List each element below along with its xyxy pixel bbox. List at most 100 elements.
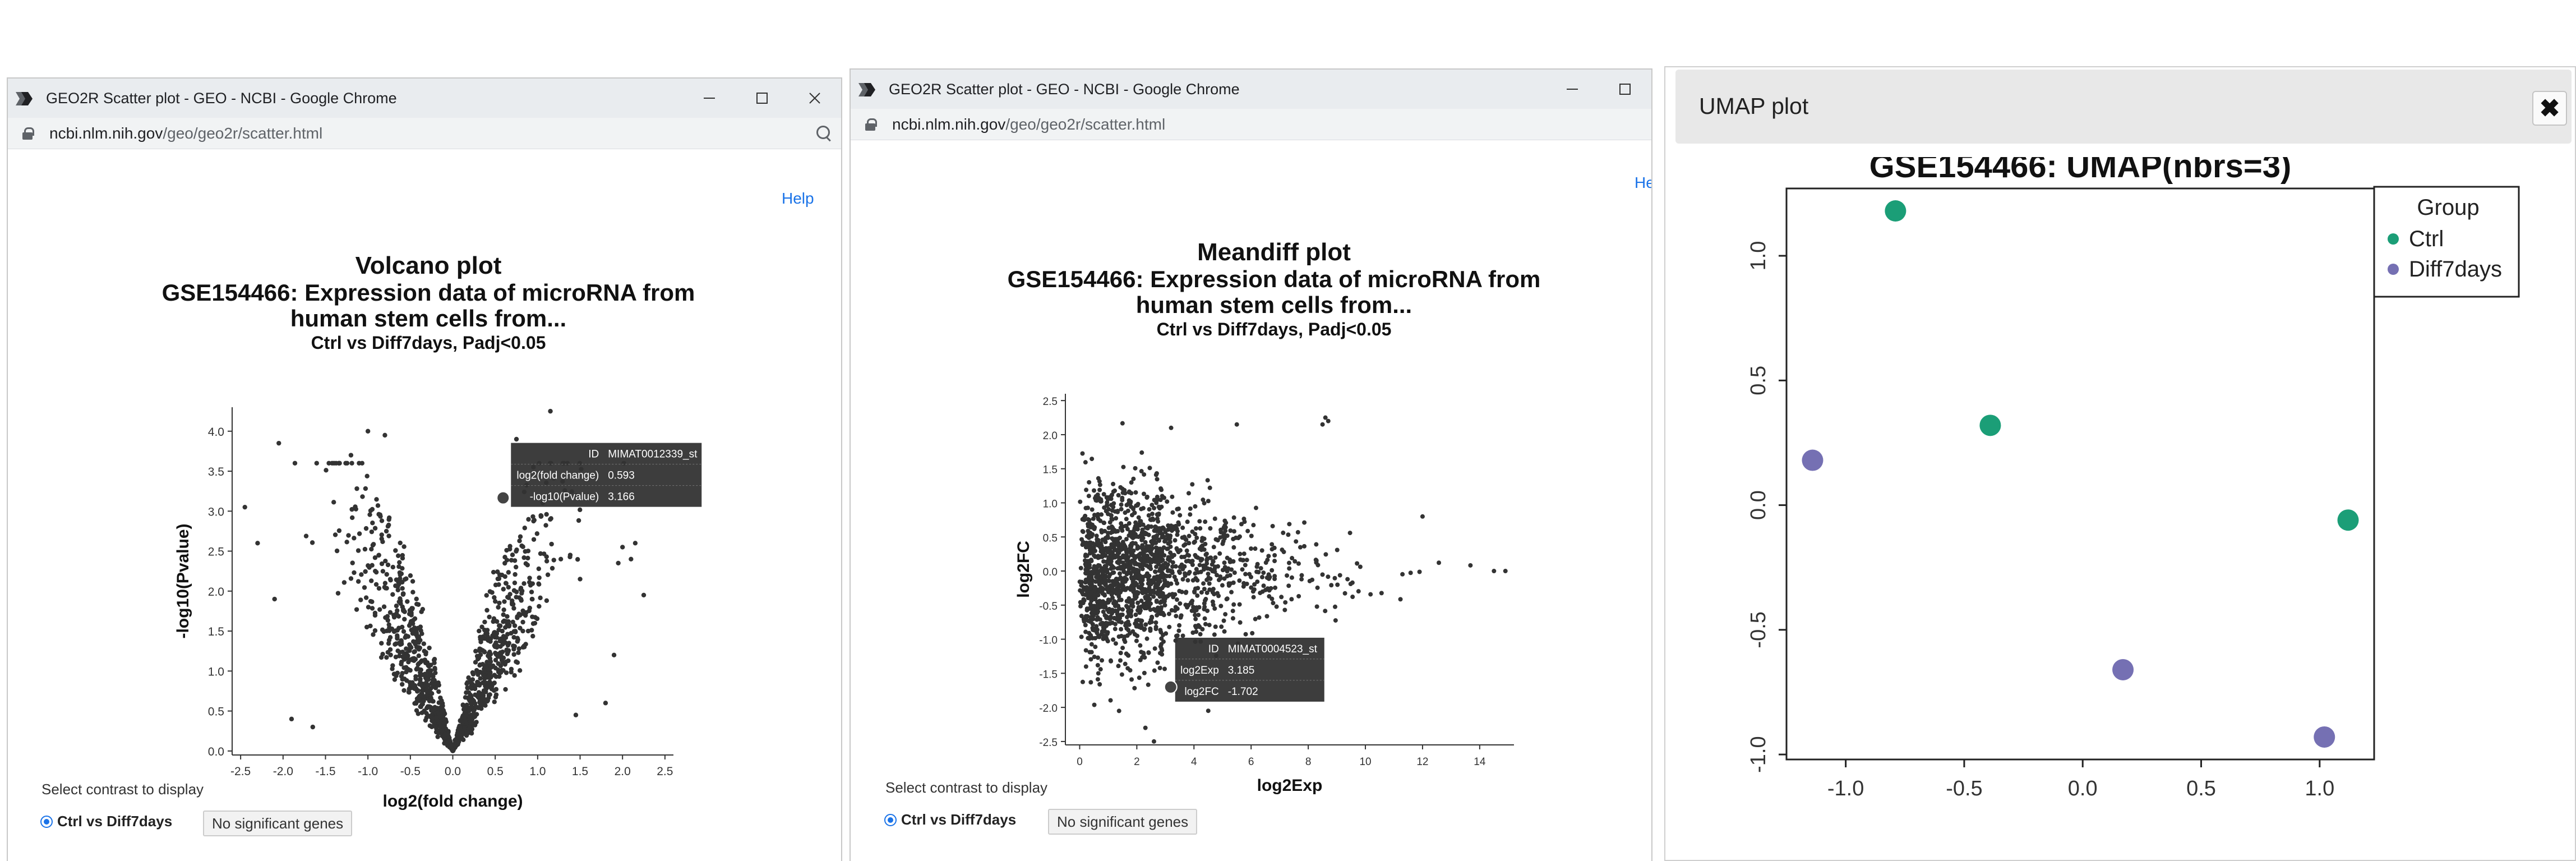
data-point	[1133, 612, 1138, 617]
data-point	[1158, 530, 1163, 535]
data-point	[377, 607, 382, 612]
data-point	[1124, 517, 1129, 522]
legend-box	[2373, 186, 2520, 298]
no-significant-genes-button[interactable]: No significant genes	[203, 811, 353, 836]
data-point	[408, 619, 414, 624]
data-point	[1153, 620, 1158, 625]
data-point	[505, 595, 510, 600]
contrast-radio-ctrl-vs-diff7days[interactable]: Ctrl vs Diff7days	[884, 811, 1016, 828]
highlighted-point	[1164, 680, 1178, 694]
data-point	[1164, 565, 1169, 570]
data-point	[507, 544, 513, 549]
data-point	[1287, 566, 1292, 571]
data-point	[1094, 533, 1099, 538]
no-significant-genes-button[interactable]: No significant genes	[1048, 809, 1198, 835]
x-tick-label: 2.5	[657, 765, 673, 778]
url-text[interactable]: ncbi.nlm.nih.gov/geo/geo2r/scatter.html	[49, 125, 322, 142]
address-bar[interactable]: ncbi.nlm.nih.gov/geo/geo2r/scatter.html	[851, 109, 1651, 140]
data-point	[467, 715, 473, 721]
data-point	[439, 698, 444, 703]
data-point	[1197, 563, 1202, 568]
data-point	[1083, 513, 1088, 518]
maximize-button[interactable]	[736, 79, 788, 118]
data-point	[368, 598, 373, 604]
tooltip-key: log2(fold change)	[516, 470, 599, 482]
data-point	[1267, 594, 1272, 599]
data-point	[1203, 552, 1208, 557]
data-point	[408, 657, 413, 662]
data-point	[1106, 526, 1111, 531]
data-point	[1203, 519, 1208, 524]
data-point	[353, 504, 358, 509]
data-point	[495, 569, 500, 574]
data-point	[477, 628, 482, 634]
zoom-icon[interactable]	[815, 125, 833, 142]
data-point	[410, 684, 416, 689]
data-point	[1281, 530, 1286, 535]
data-point	[520, 628, 525, 634]
data-point	[1097, 598, 1102, 604]
data-point	[575, 557, 580, 562]
data-point	[1417, 569, 1422, 574]
y-tick-label: 1.5	[208, 625, 224, 638]
data-point	[1143, 573, 1148, 578]
data-point	[401, 608, 406, 614]
data-point	[390, 592, 395, 597]
data-point	[1203, 621, 1208, 627]
data-point	[469, 686, 474, 691]
url-text[interactable]: ncbi.nlm.nih.gov/geo/geo2r/scatter.html	[892, 116, 1165, 133]
close-button[interactable]	[788, 79, 841, 118]
data-point	[1271, 601, 1276, 606]
data-point	[1315, 585, 1320, 590]
contrast-radio-ctrl-vs-diff7days[interactable]: Ctrl vs Diff7days	[40, 813, 172, 830]
tooltip-key: log2FC	[1185, 686, 1219, 698]
radio-selected-icon[interactable]	[40, 815, 53, 828]
close-icon[interactable]: ✖	[2532, 91, 2567, 126]
lock-icon	[22, 127, 34, 140]
data-point	[1160, 652, 1165, 657]
data-point	[1087, 630, 1092, 636]
maximize-button[interactable]	[1599, 70, 1651, 109]
data-point	[380, 627, 385, 633]
data-point	[1259, 548, 1264, 553]
data-point	[1228, 528, 1233, 533]
data-point	[1095, 662, 1100, 667]
data-point	[1299, 573, 1304, 578]
minimize-button[interactable]	[683, 79, 736, 118]
data-point	[520, 544, 525, 549]
data-point	[1102, 528, 1107, 533]
data-point	[1081, 601, 1086, 606]
data-point	[1096, 517, 1101, 522]
data-point	[401, 629, 407, 634]
data-point	[1144, 636, 1149, 641]
data-point	[1222, 629, 1227, 634]
data-point	[1163, 538, 1168, 543]
minimize-button[interactable]	[1546, 70, 1599, 109]
data-point	[344, 540, 349, 545]
data-point	[1119, 524, 1124, 530]
data-point	[1197, 624, 1202, 629]
volcano-window: GEO2R Scatter plot - GEO - NCBI - Google…	[7, 77, 842, 861]
volcano-window-titlebar[interactable]: GEO2R Scatter plot - GEO - NCBI - Google…	[8, 79, 841, 118]
help-link[interactable]: Help	[782, 190, 814, 207]
address-bar[interactable]: ncbi.nlm.nih.gov/geo/geo2r/scatter.html	[8, 118, 841, 149]
data-point	[1289, 597, 1294, 602]
data-point	[448, 744, 454, 749]
data-point	[1202, 501, 1207, 506]
data-point	[1166, 527, 1171, 532]
y-tick-label: -1.0	[1039, 635, 1058, 647]
data-point	[469, 731, 474, 736]
help-link[interactable]: He	[1635, 174, 1651, 191]
meandiff-window-titlebar[interactable]: GEO2R Scatter plot - GEO - NCBI - Google…	[851, 70, 1651, 109]
radio-selected-icon[interactable]	[884, 813, 897, 826]
data-point	[1174, 597, 1179, 602]
data-point	[480, 662, 486, 667]
data-point	[1100, 549, 1105, 554]
data-point	[1173, 564, 1178, 569]
data-point	[1109, 566, 1114, 571]
data-point	[1146, 599, 1151, 604]
data-point	[1086, 636, 1091, 641]
data-point	[1132, 556, 1137, 561]
data-point	[1079, 614, 1084, 619]
data-point	[1104, 635, 1109, 640]
